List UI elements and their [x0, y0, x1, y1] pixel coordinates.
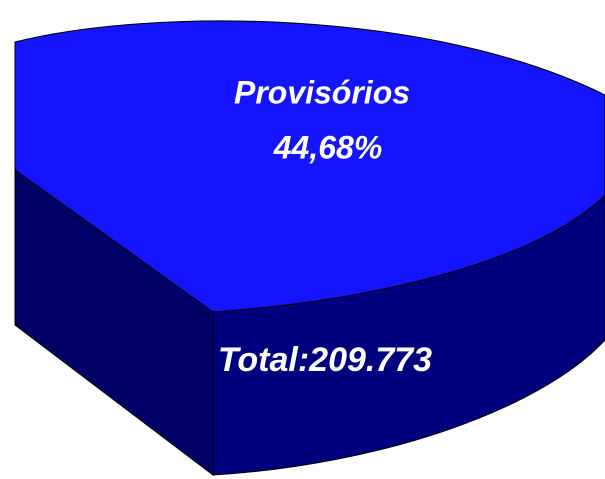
slice-value-label: 44,68% [273, 129, 383, 165]
annotation: Total:209.773 [218, 341, 432, 379]
slice-label: Provisórios [234, 74, 410, 110]
slice [14, 20, 605, 313]
